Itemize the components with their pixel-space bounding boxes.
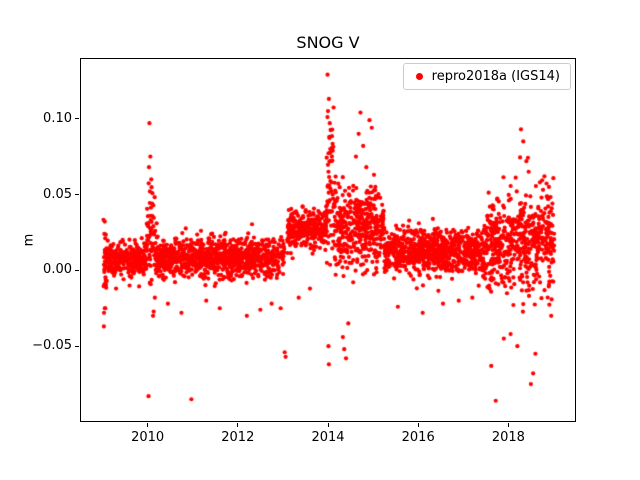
x-tick-mark: [507, 423, 509, 427]
legend-label: repro2018a (IGS14): [431, 69, 560, 84]
y-tick-label: −0.05: [32, 338, 72, 354]
y-tick-mark: [75, 118, 79, 120]
x-tick-label: 2018: [491, 430, 525, 445]
legend: repro2018a (IGS14): [402, 63, 571, 90]
x-tick-mark: [327, 423, 329, 427]
scatter-canvas: [80, 58, 576, 422]
x-tick-label: 2010: [131, 430, 165, 445]
y-tick-mark: [75, 194, 79, 195]
legend-marker-icon: [415, 73, 423, 80]
y-tick-label: 0.10: [43, 110, 72, 126]
y-tick-label: 0.00: [43, 262, 72, 278]
chart-title: SNOG V: [296, 33, 360, 52]
x-tick-label: 2014: [311, 430, 345, 445]
x-tick-mark: [237, 423, 239, 427]
y-tick-mark: [75, 269, 79, 271]
x-tick-mark: [147, 423, 149, 427]
y-axis-label: m: [21, 233, 37, 247]
y-tick-mark: [75, 345, 79, 347]
x-tick-label: 2012: [221, 430, 255, 445]
plot-area: repro2018a (IGS14): [80, 58, 576, 422]
y-tick-label: 0.05: [43, 186, 72, 202]
x-tick-mark: [417, 423, 419, 427]
x-tick-label: 2016: [401, 430, 435, 445]
